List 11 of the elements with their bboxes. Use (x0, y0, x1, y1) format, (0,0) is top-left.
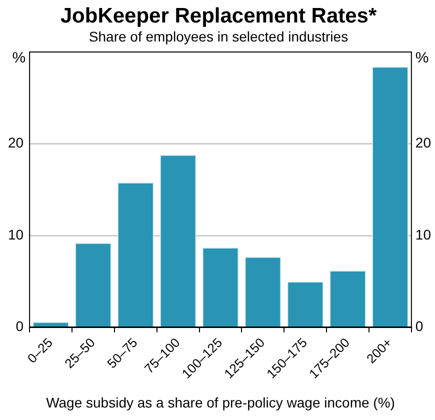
y2-axis-title: % (415, 50, 429, 67)
chart-title: JobKeeper Replacement Rates* (60, 4, 378, 28)
y2-tick-label: 20 (415, 134, 432, 151)
y2-tick-label: 0 (415, 318, 424, 334)
y-tick-label: 0 (16, 318, 24, 334)
chart-subtitle: Share of employees in selected industries (88, 28, 348, 44)
x-axis-title: Wage subsidy as a share of pre-policy wage income (%) (46, 394, 395, 410)
y2-tick-label: 10 (415, 226, 432, 242)
y-tick-label: 10 (8, 226, 24, 242)
y-axis-title: % (12, 50, 26, 67)
y-tick-label: 20 (8, 134, 24, 151)
